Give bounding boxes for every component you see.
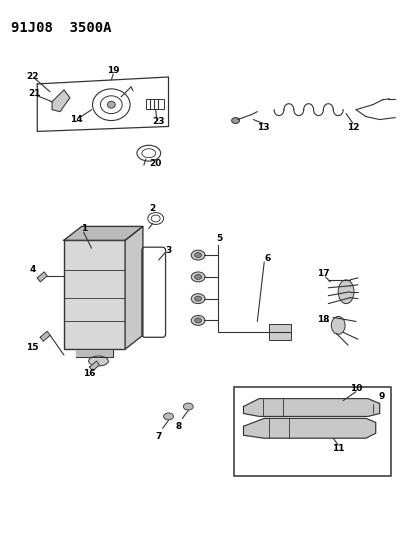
Text: 13: 13 [256,123,269,132]
Ellipse shape [107,101,115,108]
Text: 20: 20 [149,159,161,167]
Ellipse shape [194,253,201,257]
Text: 6: 6 [263,254,270,263]
Text: 14: 14 [70,115,83,124]
Polygon shape [40,332,50,341]
Text: 7: 7 [155,432,161,441]
Ellipse shape [194,318,201,323]
Text: 4: 4 [29,265,36,274]
Text: 5: 5 [216,234,223,243]
Text: 15: 15 [26,343,38,352]
Text: 91J08  3500A: 91J08 3500A [11,21,111,35]
Ellipse shape [191,294,204,304]
Polygon shape [52,90,70,111]
Text: 11: 11 [331,443,344,453]
Text: 19: 19 [107,66,119,75]
Text: 17: 17 [316,269,329,278]
Text: 21: 21 [28,90,40,98]
Polygon shape [125,227,142,349]
Text: 16: 16 [83,369,96,378]
Polygon shape [243,399,379,416]
Ellipse shape [191,272,204,282]
Text: 10: 10 [349,384,361,393]
Ellipse shape [191,250,204,260]
Ellipse shape [194,296,201,301]
Text: 3: 3 [165,246,171,255]
Polygon shape [89,361,99,371]
Text: 18: 18 [316,315,329,324]
Text: 2: 2 [149,204,155,213]
Bar [268,325,290,340]
Ellipse shape [337,280,353,304]
Text: 22: 22 [26,72,38,82]
Polygon shape [243,418,375,438]
Polygon shape [64,227,142,240]
Text: 1: 1 [81,224,87,233]
Ellipse shape [330,317,344,334]
Ellipse shape [191,316,204,325]
Ellipse shape [194,274,201,279]
Ellipse shape [88,356,108,366]
Bar [64,240,125,349]
Text: 9: 9 [377,392,384,401]
Bar [233,387,391,476]
Bar [145,99,163,109]
Ellipse shape [183,403,193,410]
Polygon shape [76,349,113,357]
Polygon shape [37,272,47,282]
Ellipse shape [231,118,239,124]
Text: 12: 12 [346,123,358,132]
Ellipse shape [163,413,173,420]
Text: 23: 23 [152,117,164,126]
Text: 8: 8 [175,422,181,431]
